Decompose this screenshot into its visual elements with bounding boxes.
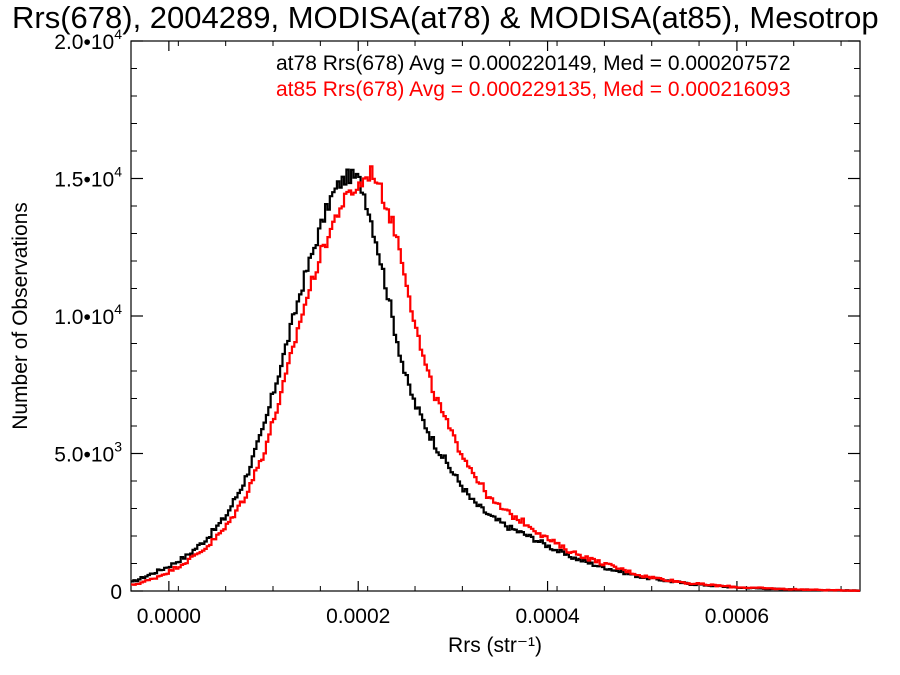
y-tick-label: 5.0•103 [54,439,122,467]
x-axis-label: Rrs (str⁻¹) [448,634,542,657]
series-line-at85 [131,165,860,592]
y-tick-mantissa: 2.0•10 [54,31,114,54]
y-tick-mantissa: 5.0•10 [54,444,114,467]
x-tick-label: 0.0006 [705,605,769,628]
x-tick-label: 0.0002 [326,605,390,628]
y-tick-label: 1.0•104 [54,301,122,329]
y-tick-exponent: 4 [114,26,122,42]
y-tick-exponent: 4 [114,164,122,180]
y-axis-label: Number of Observations [9,202,32,430]
plot-frame [130,40,861,592]
x-axis: 0.0000 0.0002 0.0004 0.0006 [130,41,842,628]
y-tick-label: 2.0•104 [54,26,122,54]
series-layer [131,165,860,592]
annotation-at78: at78 Rrs(678) Avg = 0.000220149, Med = 0… [276,52,791,75]
y-tick-exponent: 3 [114,439,122,455]
x-tick-label: 0.0004 [515,605,580,628]
annotation-at85: at85 Rrs(678) Avg = 0.000229135, Med = 0… [276,78,791,101]
plot-area [130,40,861,592]
series-line-at78 [131,168,860,592]
y-tick-exponent: 4 [114,301,122,317]
y-tick-mantissa: 1.0•10 [54,306,114,329]
y-tick-label: 1.5•104 [54,164,122,192]
y-tick-label: 0 [110,581,122,604]
y-tick-mantissa: 1.5•10 [54,169,114,192]
y-tick-mantissa: 0 [110,581,122,604]
chart-title: Rrs(678), 2004289, MODISA(at78) & MODISA… [12,0,879,35]
x-tick-label: 0.0000 [137,605,201,628]
